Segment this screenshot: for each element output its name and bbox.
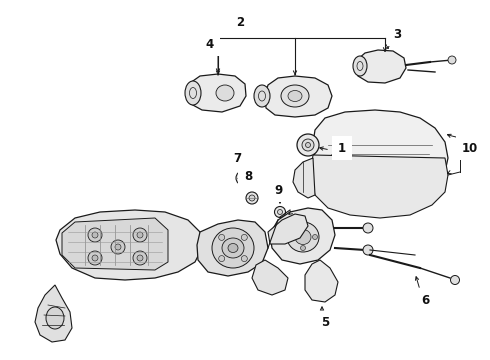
- Ellipse shape: [300, 224, 305, 229]
- Ellipse shape: [236, 171, 250, 185]
- Ellipse shape: [216, 85, 234, 101]
- Ellipse shape: [92, 255, 98, 261]
- Ellipse shape: [300, 246, 305, 251]
- Text: 6: 6: [421, 293, 429, 306]
- Ellipse shape: [297, 134, 319, 156]
- Ellipse shape: [46, 307, 64, 329]
- Ellipse shape: [448, 56, 456, 64]
- Ellipse shape: [363, 223, 373, 233]
- Text: 5: 5: [321, 316, 329, 329]
- Ellipse shape: [219, 256, 225, 262]
- Polygon shape: [56, 210, 202, 280]
- Text: 3: 3: [393, 27, 401, 40]
- Polygon shape: [252, 260, 288, 295]
- Ellipse shape: [353, 56, 367, 76]
- Polygon shape: [268, 214, 308, 244]
- Ellipse shape: [133, 228, 147, 242]
- Ellipse shape: [249, 195, 255, 201]
- Ellipse shape: [228, 243, 238, 252]
- Text: 4: 4: [206, 37, 214, 50]
- Ellipse shape: [289, 234, 294, 239]
- Ellipse shape: [185, 81, 201, 105]
- Polygon shape: [197, 220, 268, 276]
- Text: 7: 7: [233, 152, 241, 165]
- Polygon shape: [270, 208, 335, 264]
- Ellipse shape: [222, 238, 244, 258]
- Polygon shape: [310, 155, 448, 218]
- Polygon shape: [355, 50, 406, 83]
- Ellipse shape: [363, 245, 373, 255]
- Text: 1: 1: [338, 141, 346, 154]
- Ellipse shape: [287, 222, 319, 252]
- Polygon shape: [188, 74, 246, 112]
- Ellipse shape: [295, 230, 311, 244]
- Polygon shape: [265, 76, 332, 117]
- Ellipse shape: [115, 244, 121, 250]
- Ellipse shape: [288, 90, 302, 102]
- Ellipse shape: [281, 85, 309, 107]
- Text: 9: 9: [274, 184, 282, 197]
- Ellipse shape: [88, 251, 102, 265]
- Text: 8: 8: [244, 170, 252, 183]
- Ellipse shape: [92, 232, 98, 238]
- Ellipse shape: [137, 232, 143, 238]
- Polygon shape: [313, 110, 448, 190]
- Ellipse shape: [241, 234, 247, 240]
- Ellipse shape: [111, 240, 125, 254]
- Ellipse shape: [254, 85, 270, 107]
- Text: 2: 2: [236, 15, 244, 28]
- Ellipse shape: [277, 210, 283, 215]
- Polygon shape: [293, 158, 315, 198]
- Ellipse shape: [305, 143, 311, 148]
- Ellipse shape: [313, 234, 318, 239]
- Ellipse shape: [88, 228, 102, 242]
- Ellipse shape: [274, 207, 286, 217]
- Ellipse shape: [240, 175, 246, 181]
- Text: 10: 10: [462, 141, 478, 154]
- Ellipse shape: [219, 234, 225, 240]
- Ellipse shape: [450, 275, 460, 284]
- Ellipse shape: [212, 228, 254, 268]
- Ellipse shape: [137, 255, 143, 261]
- Ellipse shape: [246, 192, 258, 204]
- Polygon shape: [62, 218, 168, 270]
- Ellipse shape: [241, 256, 247, 262]
- Polygon shape: [35, 285, 72, 342]
- Ellipse shape: [302, 139, 314, 151]
- Polygon shape: [305, 260, 338, 302]
- Ellipse shape: [133, 251, 147, 265]
